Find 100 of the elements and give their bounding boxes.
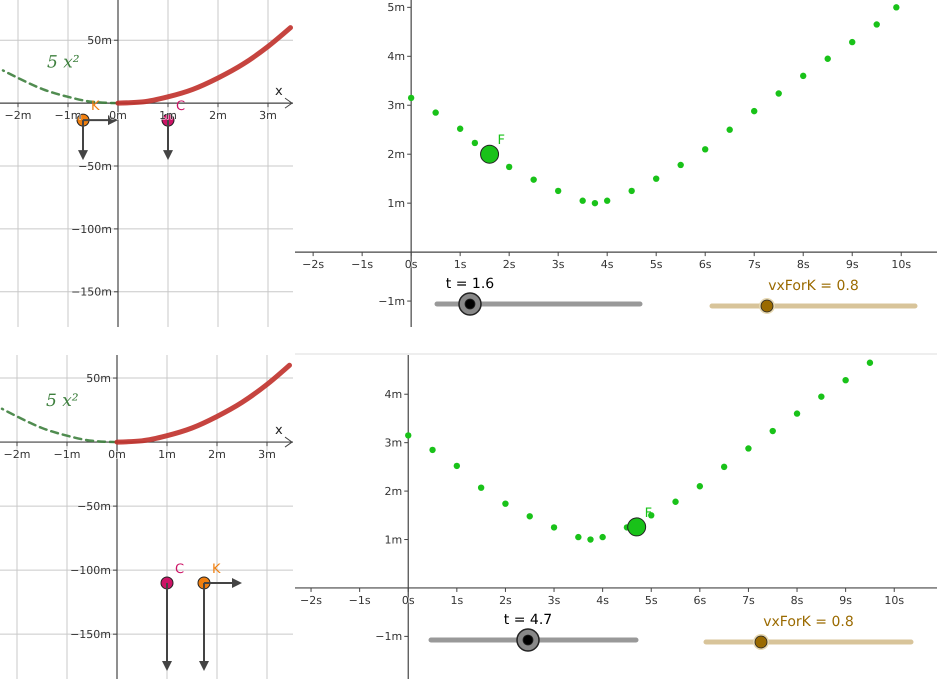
y-tick-label: 1m (384, 533, 402, 546)
point (554, 188, 562, 194)
y-tick-label: 2m (384, 484, 402, 498)
point (472, 140, 478, 146)
y-tick-label: 1m (387, 197, 406, 210)
point (478, 484, 484, 491)
point (776, 90, 782, 97)
y-tick-label: 4m (384, 388, 402, 402)
series-label: K (212, 562, 221, 577)
x-tick-label: 2m (208, 448, 226, 462)
point (893, 4, 900, 11)
x-tick-label: 7s (742, 594, 756, 607)
x-tick-label: 8s (796, 258, 810, 272)
annotation: t = 1.6 (446, 276, 494, 292)
y-tick-label: −100m (70, 564, 111, 577)
x-tick-label: −2m (4, 109, 32, 122)
x-axis-title: x (275, 84, 283, 100)
y-tick-label: −150m (70, 628, 111, 642)
point (672, 498, 679, 505)
series-label: C (176, 99, 186, 114)
y-tick-label: −1m (378, 294, 406, 308)
x-tick-label: 10s (884, 594, 904, 607)
x-tick-label: 2m (209, 109, 227, 122)
x-tick-label: 9s (846, 258, 859, 272)
point (726, 126, 733, 133)
x-tick-label: 3s (552, 258, 565, 272)
point (506, 164, 512, 170)
x-tick-label: −2s (300, 594, 322, 607)
point (432, 109, 439, 116)
x-tick-label: 1s (454, 258, 467, 272)
point (745, 445, 752, 452)
x-tick-label: 6s (698, 258, 712, 272)
x-tick-label: −2m (4, 448, 30, 462)
x-tick-label: 1m (158, 448, 176, 462)
x-tick-label: 10s (891, 258, 912, 272)
point (429, 446, 436, 454)
y-tick-label: −100m (71, 222, 112, 236)
x-axis-title: x (275, 423, 283, 438)
point (502, 500, 509, 507)
annotation: vxForK = 0.8 (768, 278, 859, 294)
point (604, 198, 610, 204)
point (454, 462, 460, 470)
point (770, 428, 776, 434)
y-tick-label: 3m (387, 99, 406, 112)
point (579, 198, 586, 204)
point (842, 376, 849, 384)
series-label: F (644, 506, 652, 521)
x-tick-label: 5s (650, 258, 663, 272)
series-label: F (498, 133, 506, 148)
x-tick-label: 2s (499, 594, 512, 607)
x-tick-label: 3m (259, 109, 277, 122)
point (575, 534, 582, 540)
point (696, 483, 704, 490)
x-tick-label: 2s (502, 258, 516, 272)
point (456, 126, 464, 132)
series-label: C (175, 562, 184, 577)
x-tick-label: 1s (450, 594, 464, 607)
series-label: K (91, 99, 100, 114)
point (526, 513, 533, 520)
point (652, 175, 660, 182)
y-tick-label: −1m (375, 630, 402, 644)
series-label: 5 x² (47, 52, 80, 72)
point (800, 72, 806, 80)
point (849, 38, 856, 46)
y-tick-label: 3m (384, 436, 402, 450)
x-tick-label: 9s (839, 594, 852, 607)
y-tick-label: 5m (387, 1, 406, 14)
point (627, 517, 646, 536)
point (587, 536, 594, 543)
point (751, 108, 758, 114)
x-tick-label: −1m (54, 448, 80, 462)
x-tick-label: 3s (548, 594, 561, 607)
point (874, 21, 880, 28)
point (550, 524, 558, 531)
annotation: vxForK = 0.8 (763, 614, 854, 630)
point (702, 146, 708, 153)
point (628, 188, 635, 194)
x-tick-label: 6s (693, 594, 706, 607)
point (818, 393, 825, 400)
x-tick-label: 5s (644, 594, 658, 607)
x-tick-label: −1s (348, 594, 371, 607)
series-label: 5 x² (46, 390, 79, 411)
point (599, 534, 606, 540)
y-tick-label: −150m (71, 286, 112, 299)
x-tick-label: 8s (790, 594, 804, 607)
x-tick-label: 3m (258, 448, 276, 462)
point (677, 162, 684, 168)
point (720, 464, 728, 470)
point (794, 410, 800, 417)
x-tick-label: 7s (748, 258, 761, 272)
x-tick-label: −1s (351, 258, 374, 272)
y-tick-label: 50m (86, 372, 111, 385)
point (530, 176, 537, 183)
point (405, 432, 412, 439)
y-tick-label: 4m (387, 50, 406, 64)
y-tick-label: 50m (87, 34, 112, 48)
x-tick-label: 4s (596, 594, 610, 607)
point (592, 200, 598, 206)
point (480, 144, 500, 164)
x-tick-label: 4s (600, 258, 614, 272)
